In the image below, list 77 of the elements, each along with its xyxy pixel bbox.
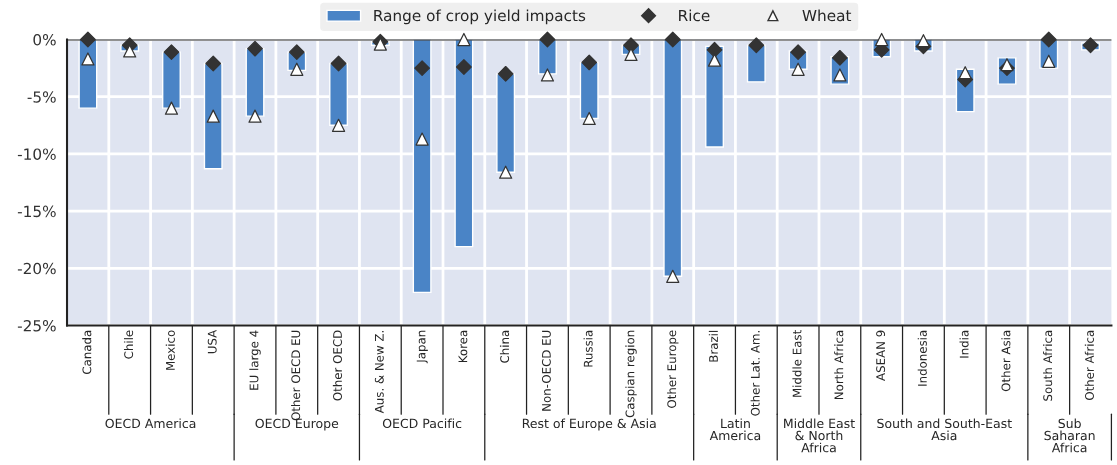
x-tick-label: Korea (458, 330, 468, 363)
point (457, 32, 471, 47)
point (330, 55, 347, 72)
x-tick-label: Indonesia (917, 330, 927, 386)
point (748, 37, 765, 54)
point (123, 44, 137, 58)
x-tick-label: Chile (123, 330, 134, 359)
point (582, 111, 596, 126)
x-tick-label: Caspian region (625, 330, 637, 418)
x-tick-label: USA (207, 329, 217, 354)
y-tick-label: -10% (17, 148, 56, 160)
text: Latin America (709, 418, 761, 441)
legend-label: Rice (679, 9, 710, 22)
y-tick-label: -25% (17, 319, 56, 332)
x-tick-label: ASEAN 9 (876, 330, 886, 381)
x-tick-label: EU large 4 (249, 330, 261, 390)
point (539, 31, 556, 48)
point (666, 269, 680, 283)
text: Rest of Europe & Asia (522, 418, 656, 431)
x-tick-label: Other Asia (1001, 330, 1011, 392)
x-tick-label: Other OECD (332, 330, 342, 401)
y-tick-label: -20% (17, 262, 56, 275)
point (1040, 31, 1057, 48)
text: Middle East & North Africa (784, 418, 855, 453)
x-tick-label: Non-OECD EU (541, 330, 551, 411)
point (164, 101, 179, 115)
x-tick-label: India (959, 330, 969, 358)
x-tick-label: Other Africa (1084, 330, 1094, 401)
y-tick-label: -5% (27, 91, 56, 103)
point (707, 53, 722, 67)
point (958, 66, 972, 80)
point (373, 37, 387, 51)
point (497, 65, 514, 82)
point (1082, 37, 1099, 54)
y-tick-label: 0% (33, 33, 56, 46)
x-tick-label: Russia (583, 330, 593, 367)
text: OECD Pacific (382, 418, 462, 429)
x-tick-label: Middle East (792, 330, 802, 397)
x-tick-label: Other Lat. Am. (750, 331, 760, 416)
x-tick-label: South Africa (1043, 330, 1053, 401)
point (248, 109, 262, 123)
text: South and South-East Asia (877, 418, 1012, 441)
point (706, 41, 723, 58)
point (581, 54, 598, 71)
point (664, 31, 681, 48)
point (290, 62, 304, 76)
point (831, 49, 848, 66)
point (205, 55, 222, 72)
point (331, 118, 346, 132)
legend-label: Wheat (802, 9, 852, 22)
point (247, 40, 263, 57)
x-tick-label: North Africa (834, 330, 844, 400)
point (875, 32, 889, 47)
point (163, 44, 180, 61)
point (791, 62, 805, 76)
x-tick-label: Mexico (165, 330, 175, 370)
legend-label: Range of crop yield impacts (374, 9, 586, 25)
point (916, 34, 931, 48)
point (790, 44, 807, 61)
point (499, 165, 513, 179)
point (415, 132, 429, 146)
point (81, 52, 95, 66)
point (414, 60, 431, 77)
point (288, 44, 305, 61)
x-tick-label: Brazil (708, 330, 718, 362)
point (79, 31, 96, 48)
x-tick-label: Japan (416, 330, 428, 364)
x-tick-label: Other Europe (667, 330, 679, 408)
x-tick-label: Aus. & New Z. (374, 331, 384, 414)
point (540, 68, 555, 82)
point (206, 109, 220, 123)
x-tick-label: China (499, 330, 510, 363)
y-tick-label: -15% (17, 205, 56, 218)
text: OECD America (105, 418, 196, 429)
point (455, 59, 472, 75)
text: Sub Saharan Africa (1044, 418, 1095, 453)
x-tick-label: Canada (82, 330, 92, 375)
